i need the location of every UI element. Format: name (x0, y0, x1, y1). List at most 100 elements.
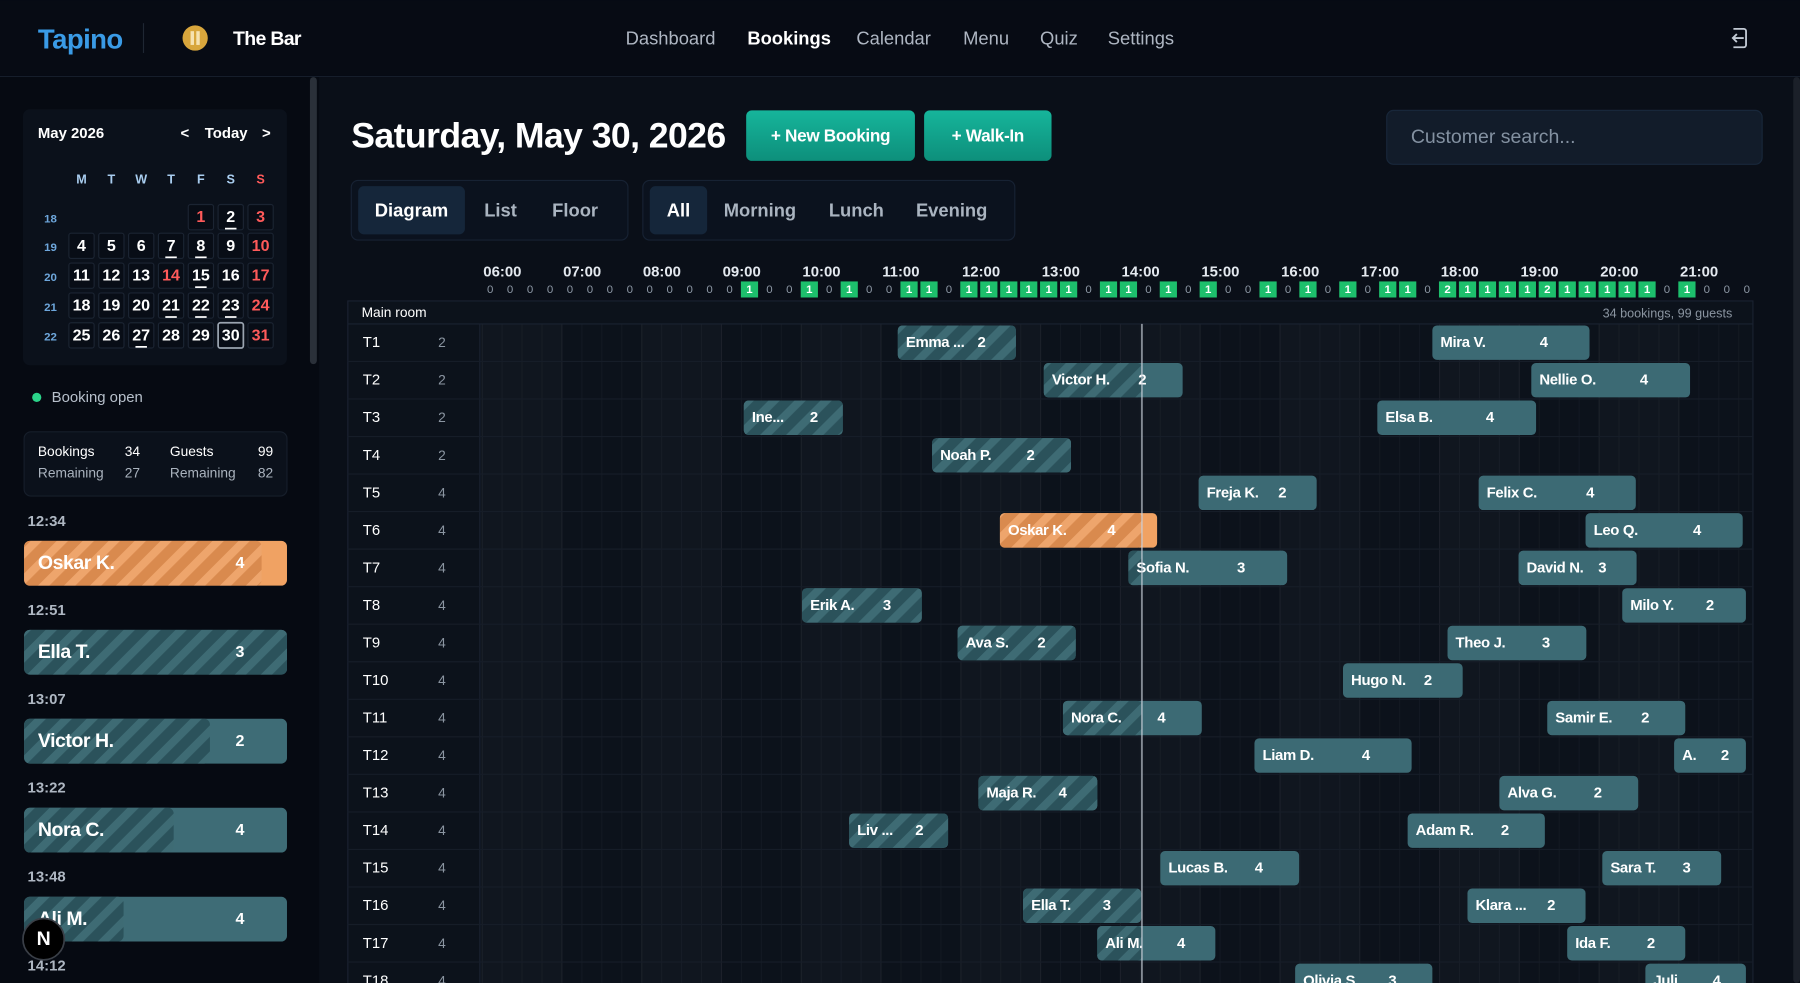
booking-name[interactable]: A. (1682, 747, 1697, 764)
booking-bar[interactable] (1478, 475, 1636, 511)
booking-guests[interactable]: 4 (1693, 522, 1702, 539)
day-number[interactable]: 26 (102, 326, 120, 344)
booking-guests[interactable]: 3 (1598, 559, 1606, 576)
day-number[interactable]: 31 (252, 326, 270, 344)
day-number[interactable]: 1 (196, 208, 205, 226)
booking-guests[interactable]: 2 (1721, 747, 1729, 764)
dev-badge[interactable] (22, 917, 66, 961)
day-number[interactable]: 29 (192, 326, 210, 344)
booking-bar[interactable] (1128, 550, 1288, 586)
day-cell[interactable] (217, 232, 244, 260)
booking-bar[interactable] (1295, 963, 1433, 983)
day-cell[interactable] (217, 262, 244, 289)
day-cell[interactable] (98, 322, 125, 349)
booking-guests[interactable]: 2 (1027, 447, 1035, 464)
booking-name[interactable]: Liam D. (1262, 747, 1314, 764)
booking-name[interactable]: Klara ... (1476, 897, 1527, 914)
day-number[interactable]: 7 (167, 237, 176, 255)
day-number[interactable]: 24 (252, 297, 270, 315)
day-number[interactable]: 17 (252, 267, 270, 285)
day-number[interactable]: 2 (226, 208, 235, 226)
booking-name[interactable]: Noah P. (940, 447, 992, 464)
booking-name[interactable]: Victor H. (1052, 372, 1110, 389)
booking-guests[interactable]: 4 (1157, 710, 1166, 727)
booking-bar[interactable] (1432, 325, 1590, 360)
calendar-prev[interactable]: < (180, 125, 189, 142)
filter-tab[interactable]: Lunch (829, 200, 884, 221)
filter-tab[interactable]: Evening (916, 200, 987, 221)
booking-guests[interactable]: 3 (883, 597, 891, 614)
day-number[interactable]: 25 (73, 326, 91, 344)
booking-bar[interactable] (1602, 850, 1722, 886)
booking-guests[interactable]: 4 (1713, 972, 1722, 983)
booking-name[interactable]: Ava S. (966, 634, 1009, 651)
booking-name[interactable]: Ali M. (1105, 935, 1143, 952)
booking-name[interactable]: Lucas B. (1168, 860, 1228, 877)
booking-name[interactable]: Samir E. (1555, 710, 1612, 727)
booking-name[interactable]: Elsa B. (1385, 409, 1433, 426)
booking-name[interactable]: Freja K. (1207, 484, 1259, 501)
view-tab[interactable]: List (484, 200, 517, 221)
booking-bar[interactable] (1585, 513, 1743, 548)
booking-bar[interactable] (1645, 963, 1746, 983)
day-cell[interactable] (187, 232, 215, 260)
booking-name[interactable]: Mira V. (1440, 334, 1486, 351)
booking-guests[interactable]: 4 (1486, 409, 1495, 426)
booking-bar[interactable] (1567, 926, 1686, 961)
booking-bar[interactable] (1254, 738, 1412, 773)
day-cell[interactable] (157, 262, 185, 289)
day-cell[interactable] (247, 262, 274, 289)
booking-guests[interactable]: 4 (1059, 785, 1068, 802)
booking-guests[interactable]: 3 (1683, 860, 1691, 877)
booking-bar[interactable] (1622, 588, 1746, 623)
day-number[interactable]: 23 (222, 297, 240, 315)
booking-bar[interactable] (1674, 738, 1746, 773)
day-cell[interactable] (127, 262, 155, 289)
booking-guests[interactable]: 4 (1640, 372, 1649, 389)
day-cell[interactable] (187, 292, 215, 319)
nav-link[interactable]: Menu (963, 28, 1009, 49)
view-tab[interactable]: Diagram (375, 200, 448, 221)
filter-tab[interactable]: Morning (724, 200, 796, 221)
action-button[interactable] (924, 110, 1052, 161)
day-number[interactable]: 13 (132, 267, 150, 285)
day-number[interactable]: 3 (256, 208, 265, 226)
booking-name[interactable]: Hugo N. (1351, 672, 1406, 689)
booking-name[interactable]: Ella T. (1031, 897, 1071, 914)
day-number[interactable]: 22 (192, 297, 210, 315)
day-cell[interactable] (157, 322, 185, 349)
booking-guests[interactable]: 2 (1647, 935, 1655, 952)
booking-guests[interactable]: 4 (1177, 935, 1186, 952)
day-number[interactable]: 16 (222, 267, 240, 285)
booking-guests[interactable]: 2 (1424, 672, 1432, 689)
day-cell[interactable] (187, 262, 215, 289)
day-cell[interactable] (247, 292, 274, 319)
nav-link[interactable]: Calendar (856, 28, 931, 49)
day-number[interactable]: 18 (73, 297, 91, 315)
calendar-next[interactable]: > (262, 125, 271, 142)
day-cell[interactable] (157, 232, 185, 260)
booking-guests[interactable]: 3 (1388, 972, 1396, 983)
search-input[interactable] (1386, 109, 1763, 165)
booking-name[interactable]: Leo Q. (1594, 522, 1639, 539)
booking-guests[interactable]: 3 (1542, 634, 1550, 651)
booking-name[interactable]: Sofia N. (1136, 559, 1189, 576)
day-cell[interactable] (247, 232, 274, 260)
booking-name[interactable]: Nellie O. (1539, 372, 1596, 389)
day-cell[interactable] (68, 232, 95, 260)
day-number[interactable]: 14 (162, 267, 180, 285)
view-tab[interactable]: Floor (552, 200, 598, 221)
booking-guests[interactable]: 4 (1107, 522, 1116, 539)
booking-name[interactable]: Maja R. (986, 785, 1036, 802)
booking-bar[interactable] (1518, 550, 1637, 586)
booking-guests[interactable]: 2 (1501, 822, 1509, 839)
booking-name[interactable]: Oskar K. (1008, 522, 1067, 539)
day-cell[interactable] (157, 292, 185, 319)
booking-name[interactable]: Olivia S. (1303, 972, 1359, 983)
calendar-today[interactable]: Today (205, 125, 248, 142)
action-button[interactable] (746, 110, 915, 161)
day-number[interactable]: 4 (77, 237, 86, 255)
booking-guests[interactable]: 2 (1641, 710, 1649, 727)
action-button-label[interactable]: + New Booking (771, 126, 891, 146)
dev-badge-label[interactable]: N (37, 928, 51, 950)
